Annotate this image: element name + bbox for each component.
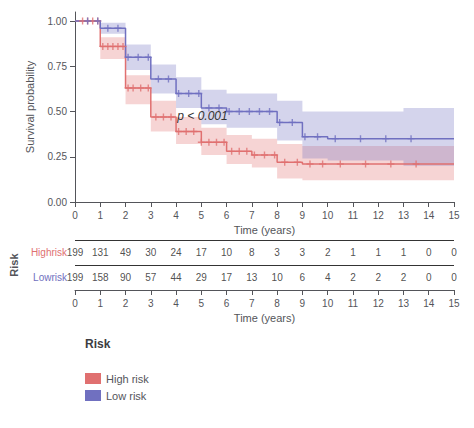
svg-text:2: 2	[375, 272, 381, 283]
svg-text:15: 15	[448, 298, 460, 309]
svg-text:10: 10	[221, 247, 233, 258]
svg-text:199: 199	[67, 272, 84, 283]
svg-text:199: 199	[67, 247, 84, 258]
svg-text:4: 4	[173, 210, 179, 221]
svg-text:90: 90	[120, 272, 132, 283]
svg-text:5: 5	[199, 298, 205, 309]
svg-text:1: 1	[97, 210, 103, 221]
svg-text:Low risk: Low risk	[106, 390, 147, 402]
svg-text:Survival probability: Survival probability	[24, 60, 36, 153]
svg-text:10: 10	[272, 272, 284, 283]
svg-text:7: 7	[249, 210, 255, 221]
svg-text:14: 14	[423, 298, 435, 309]
svg-text:4: 4	[173, 298, 179, 309]
svg-text:3: 3	[148, 298, 154, 309]
svg-text:0: 0	[426, 247, 432, 258]
svg-text:0: 0	[72, 210, 78, 221]
svg-text:8: 8	[274, 298, 280, 309]
svg-text:2: 2	[325, 247, 331, 258]
svg-text:0.50: 0.50	[48, 106, 68, 117]
svg-text:2: 2	[350, 272, 356, 283]
svg-text:1.00: 1.00	[48, 16, 68, 27]
svg-text:11: 11	[348, 298, 359, 309]
svg-text:0.00: 0.00	[48, 197, 68, 208]
svg-text:10: 10	[322, 210, 334, 221]
svg-text:131: 131	[92, 247, 109, 258]
svg-text:p < 0.001: p < 0.001	[176, 109, 227, 123]
svg-text:10: 10	[322, 298, 334, 309]
svg-text:15: 15	[448, 210, 460, 221]
svg-text:0.75: 0.75	[48, 61, 68, 72]
svg-text:3: 3	[148, 210, 154, 221]
svg-text:0: 0	[426, 272, 432, 283]
svg-text:Time (years): Time (years)	[234, 312, 295, 324]
svg-text:Lowrisk: Lowrisk	[33, 272, 68, 283]
svg-text:13: 13	[398, 210, 410, 221]
svg-text:4: 4	[325, 272, 331, 283]
svg-text:5: 5	[199, 210, 205, 221]
svg-text:2: 2	[401, 272, 407, 283]
svg-text:44: 44	[171, 272, 183, 283]
svg-text:3: 3	[300, 247, 306, 258]
svg-text:17: 17	[221, 272, 233, 283]
svg-text:158: 158	[92, 272, 109, 283]
svg-text:0.25: 0.25	[48, 151, 68, 162]
svg-text:9: 9	[300, 298, 306, 309]
svg-text:7: 7	[249, 298, 255, 309]
svg-text:1: 1	[401, 247, 407, 258]
svg-text:12: 12	[373, 298, 385, 309]
svg-text:1: 1	[375, 247, 381, 258]
svg-text:30: 30	[145, 247, 157, 258]
svg-text:13: 13	[246, 272, 258, 283]
svg-text:6: 6	[300, 272, 306, 283]
svg-text:Risk: Risk	[85, 337, 111, 351]
svg-text:1: 1	[97, 298, 103, 309]
svg-text:Highrisk: Highrisk	[31, 247, 68, 258]
svg-text:8: 8	[249, 247, 255, 258]
svg-text:1: 1	[350, 247, 356, 258]
svg-text:9: 9	[300, 210, 306, 221]
svg-text:6: 6	[224, 298, 230, 309]
svg-text:0: 0	[451, 247, 457, 258]
svg-text:24: 24	[171, 247, 183, 258]
svg-text:Time (years): Time (years)	[234, 224, 295, 236]
svg-text:11: 11	[348, 210, 359, 221]
svg-text:6: 6	[224, 210, 230, 221]
svg-text:29: 29	[196, 272, 208, 283]
svg-text:3: 3	[274, 247, 280, 258]
svg-text:High risk: High risk	[106, 373, 149, 385]
svg-text:57: 57	[145, 272, 157, 283]
svg-text:2: 2	[123, 210, 129, 221]
svg-text:Risk: Risk	[8, 253, 20, 277]
svg-text:0: 0	[451, 272, 457, 283]
svg-text:8: 8	[274, 210, 280, 221]
svg-text:12: 12	[373, 210, 385, 221]
svg-text:17: 17	[196, 247, 208, 258]
svg-text:14: 14	[423, 210, 435, 221]
svg-text:2: 2	[123, 298, 129, 309]
svg-text:13: 13	[398, 298, 410, 309]
svg-text:0: 0	[72, 298, 78, 309]
svg-text:49: 49	[120, 247, 132, 258]
